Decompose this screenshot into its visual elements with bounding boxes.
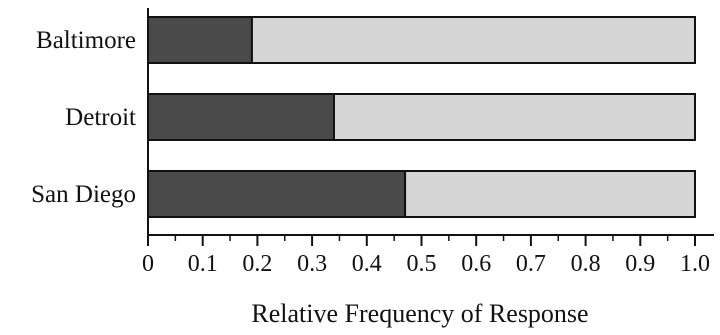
bar-san-diego-segment-1 xyxy=(147,170,407,218)
bar-detroit-segment-1 xyxy=(147,93,335,141)
bar-baltimore-segment-2 xyxy=(250,16,696,64)
x-tick-label: 0.8 xyxy=(571,251,601,277)
x-tick-label: 0.6 xyxy=(461,251,491,277)
x-tick-label: 0.7 xyxy=(516,251,546,277)
axes-group xyxy=(147,8,714,246)
x-tick-label: 0.3 xyxy=(297,251,327,277)
x-tick-label: 0 xyxy=(142,251,154,277)
x-tick-label: 1.0 xyxy=(680,251,710,277)
labels-group: Baltimore Detroit San Diego 0 0.1 0.2 0.3 0.4 0.… xyxy=(31,27,710,277)
x-axis-title: Relative Frequency of Response xyxy=(251,299,588,328)
x-tick-label: 0.2 xyxy=(242,251,272,277)
category-label: San Diego xyxy=(31,181,136,208)
bar-san-diego-segment-2 xyxy=(404,170,696,218)
category-label: Baltimore xyxy=(36,27,136,54)
category-label: Detroit xyxy=(65,104,136,131)
bars-group xyxy=(147,16,696,218)
x-tick-label: 0.4 xyxy=(352,251,382,277)
x-tick-label: 0.1 xyxy=(188,251,218,277)
x-tick-label: 0.9 xyxy=(625,251,655,277)
bar-detroit-segment-2 xyxy=(332,93,696,141)
bar-baltimore-segment-1 xyxy=(147,16,253,64)
x-tick-label: 0.5 xyxy=(407,251,437,277)
